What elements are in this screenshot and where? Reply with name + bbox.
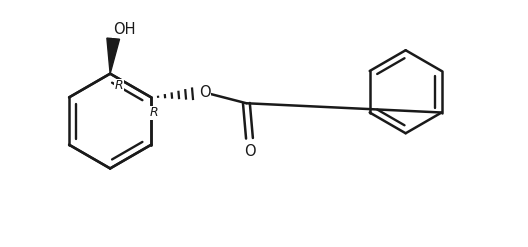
Text: OH: OH — [112, 22, 135, 37]
Text: R: R — [149, 106, 158, 120]
Polygon shape — [107, 38, 119, 74]
Text: R: R — [115, 79, 123, 92]
Text: O: O — [243, 144, 255, 160]
Text: O: O — [199, 85, 211, 100]
